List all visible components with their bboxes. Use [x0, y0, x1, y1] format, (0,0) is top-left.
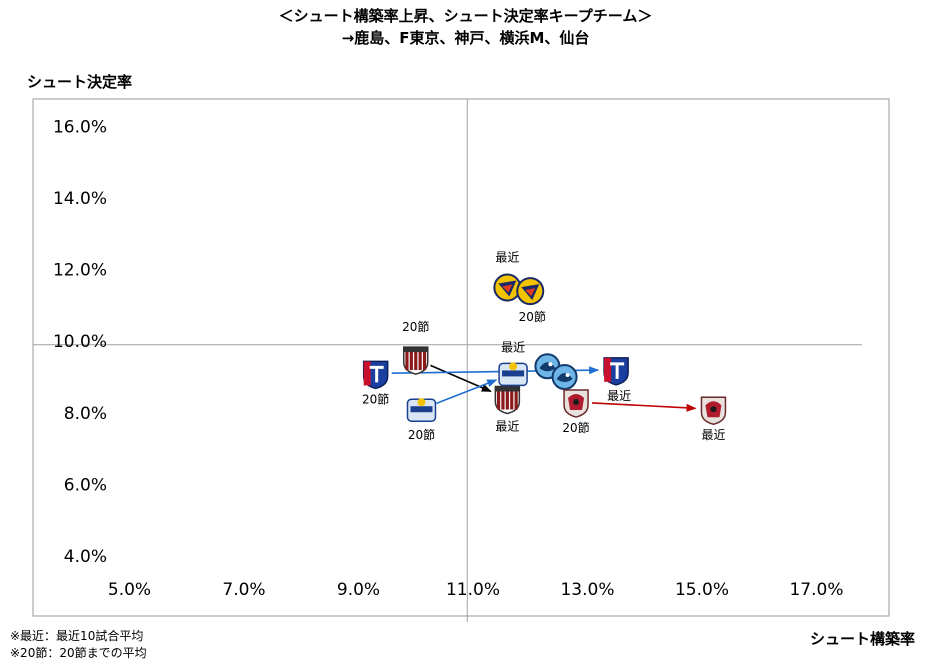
trend-arrow-kashima: [591, 402, 697, 412]
x-tick-label: 9.0%: [337, 580, 380, 600]
trend-arrow-yokohama: [436, 379, 498, 405]
point-label-sendai: 20節: [519, 309, 546, 324]
point-label-kashima: 最近: [701, 428, 725, 442]
team-marker-kawasaki: [551, 364, 578, 390]
y-tick-label: 16.0%: [53, 117, 107, 137]
y-tick-label: 14.0%: [53, 189, 107, 209]
team-marker-sendai: [516, 277, 545, 306]
team-marker-yokohama: [406, 398, 437, 422]
team-marker-fctokyo: [362, 360, 389, 390]
chart-title: ＜シュート構築率上昇、シュート決定率キープチーム＞: [278, 7, 653, 25]
team-marker-yokohama: [498, 362, 528, 387]
footnote-recent: ※最近：最近10試合平均: [10, 629, 144, 643]
footnote-round20: ※20節：20節までの平均: [10, 646, 147, 660]
point-label-sendai: 最近: [495, 251, 519, 265]
x-tick-label: 7.0%: [222, 580, 265, 600]
team-marker-kobe: [494, 385, 521, 415]
point-label-kashima: 20節: [562, 420, 589, 435]
y-tick-label: 12.0%: [53, 261, 107, 281]
y-tick-label: 10.0%: [53, 332, 107, 352]
team-marker-fctokyo: [603, 357, 629, 386]
team-marker-kashima: [563, 389, 589, 418]
y-tick-label: 8.0%: [64, 404, 107, 424]
point-label-yokohama: 最近: [501, 340, 525, 354]
x-tick-label: 5.0%: [108, 580, 151, 600]
team-marker-kashima: [700, 396, 727, 425]
y-tick-label: 4.0%: [64, 547, 107, 567]
x-tick-label: 13.0%: [560, 580, 614, 600]
x-axis-label: シュート構築率: [809, 630, 915, 648]
x-tick-label: 15.0%: [675, 580, 729, 600]
team-marker-sendai: [493, 273, 522, 302]
point-label-fctokyo: 最近: [607, 389, 631, 403]
point-label-fctokyo: 20節: [362, 391, 389, 406]
point-label-kobe: 最近: [495, 419, 519, 433]
team-marker-kobe: [403, 346, 429, 375]
chart-subtitle: →鹿島、F東京、神戸、横浜M、仙台: [341, 29, 590, 47]
point-label-yokohama: 20節: [408, 427, 435, 442]
trend-arrow-kobe: [430, 364, 492, 393]
y-axis-label: シュート決定率: [27, 73, 133, 91]
x-tick-label: 17.0%: [789, 580, 843, 600]
y-tick-label: 6.0%: [64, 475, 107, 495]
point-label-kobe: 20節: [402, 319, 429, 334]
plot-area-frame: [32, 98, 890, 617]
x-tick-label: 11.0%: [446, 580, 500, 600]
